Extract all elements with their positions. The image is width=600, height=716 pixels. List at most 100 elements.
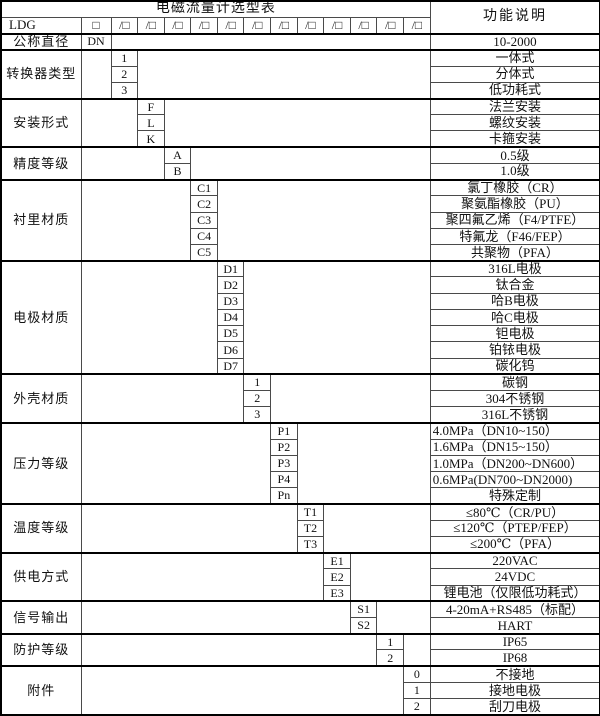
code-cell: D2 xyxy=(216,276,245,294)
filler-cell-left xyxy=(80,97,139,148)
filler-cell-left xyxy=(80,146,165,181)
description-cell: 特氟龙（F46/FEP） xyxy=(429,227,600,245)
description-cell: 螺纹安装 xyxy=(429,114,600,132)
filler-cell-left xyxy=(80,632,378,667)
model-box-slash: /□ xyxy=(216,16,245,35)
code-cell: 2 xyxy=(243,389,272,408)
code-cell: 0 xyxy=(403,665,431,683)
description-cell: 刮刀电极 xyxy=(429,698,600,716)
description-cell: 分体式 xyxy=(429,65,600,83)
category-label: 温度等级 xyxy=(0,502,82,554)
category-label: 外壳材质 xyxy=(0,373,82,424)
description-cell: 1.0MPa（DN200~DN600） xyxy=(429,454,600,473)
description-cell: 4-20mA+RS485（标配） xyxy=(429,600,600,619)
category-label: 附件 xyxy=(0,665,82,716)
description-cell: 锂电池（仅限低功耗式） xyxy=(429,584,600,602)
code-cell: Pn xyxy=(270,487,298,505)
code-cell: C4 xyxy=(190,227,218,245)
description-cell: IP68 xyxy=(429,649,600,667)
description-cell: 卡箍安装 xyxy=(429,130,600,148)
filler-cell-right xyxy=(349,551,431,602)
description-cell: 0.6MPa(DN700~DN2000) xyxy=(429,471,600,489)
code-cell: 3 xyxy=(243,406,272,424)
description-cell: 低功耗式 xyxy=(429,81,600,100)
filler-cell-left xyxy=(80,502,298,554)
description-cell: 316L电极 xyxy=(429,259,600,278)
description-cell: 不接地 xyxy=(429,665,600,683)
code-cell: C5 xyxy=(190,243,218,262)
model-box-slash: /□ xyxy=(296,16,325,35)
code-cell: P3 xyxy=(270,454,298,473)
category-label: 安装形式 xyxy=(0,97,82,148)
code-cell: B xyxy=(163,162,192,181)
description-cell: 碳化钨 xyxy=(429,357,600,375)
model-box-blank: □ xyxy=(80,16,112,35)
model-box-slash: /□ xyxy=(190,16,218,35)
model-box-slash: /□ xyxy=(403,16,431,35)
description-cell: HART xyxy=(429,616,600,635)
table-title: 电磁流量计选型表 xyxy=(0,0,431,18)
category-label: 信号输出 xyxy=(0,600,82,635)
filler-cell-left xyxy=(80,551,325,602)
code-cell: 2 xyxy=(376,649,405,667)
description-cell: 共聚物（PFA） xyxy=(429,243,600,262)
code-cell: S2 xyxy=(349,616,378,635)
category-label: 衬里材质 xyxy=(0,178,82,262)
description-cell: 特殊定制 xyxy=(429,487,600,505)
description-cell: 一体式 xyxy=(429,48,600,67)
description-cell: 聚四氟乙烯（F4/PTFE） xyxy=(429,211,600,229)
category-label: 精度等级 xyxy=(0,146,82,181)
filler-cell-right xyxy=(270,373,431,424)
description-cell: ≤120℃（PTEP/FEP） xyxy=(429,519,600,537)
filler-cell-right xyxy=(190,146,431,181)
filler-cell-right xyxy=(403,632,431,667)
category-label: 压力等级 xyxy=(0,421,82,505)
filler-cell-right xyxy=(110,32,431,51)
filler-cell-left xyxy=(80,259,218,375)
description-cell: 24VDC xyxy=(429,568,600,586)
description-cell: 哈B电极 xyxy=(429,292,600,310)
description-cell: 316L不锈钢 xyxy=(429,406,600,424)
code-cell: D6 xyxy=(216,341,245,359)
filler-cell-left xyxy=(80,373,245,424)
model-box-slash: /□ xyxy=(163,16,192,35)
filler-cell-right xyxy=(216,178,431,262)
filler-cell-right xyxy=(137,48,431,99)
code-cell: 2 xyxy=(110,65,139,83)
code-cell: C2 xyxy=(190,195,218,213)
description-cell: IP65 xyxy=(429,632,600,651)
category-label: 供电方式 xyxy=(0,551,82,602)
code-cell: 1 xyxy=(110,48,139,67)
description-cell: 法兰安装 xyxy=(429,97,600,116)
code-cell: P1 xyxy=(270,421,298,440)
code-cell: C3 xyxy=(190,211,218,229)
code-cell: L xyxy=(137,114,165,132)
description-cell: 1.6MPa（DN15~150） xyxy=(429,438,600,456)
code-cell: P4 xyxy=(270,471,298,489)
code-cell: 1 xyxy=(403,681,431,700)
model-box-slash: /□ xyxy=(270,16,298,35)
model-box-slash: /□ xyxy=(137,16,165,35)
code-cell: D4 xyxy=(216,308,245,327)
model-box-slash: /□ xyxy=(110,16,139,35)
code-cell: E3 xyxy=(323,584,351,602)
code-cell: 1 xyxy=(376,632,405,651)
code-cell: E1 xyxy=(323,551,351,570)
description-cell: 聚氨酯橡胶（PU） xyxy=(429,195,600,213)
model-prefix: LDG xyxy=(0,16,82,35)
category-label: 公称直径 xyxy=(0,32,82,51)
description-cell: 钛合金 xyxy=(429,276,600,294)
code-cell: D5 xyxy=(216,325,245,343)
description-cell: 铂铱电极 xyxy=(429,341,600,359)
code-cell: P2 xyxy=(270,438,298,456)
code-cell: C1 xyxy=(190,178,218,197)
description-cell: ≤200℃（PFA） xyxy=(429,535,600,554)
code-cell: F xyxy=(137,97,165,116)
filler-cell-right xyxy=(376,600,431,635)
filler-cell-left xyxy=(80,665,405,716)
model-box-slash: /□ xyxy=(376,16,405,35)
code-cell: K xyxy=(137,130,165,148)
model-box-slash: /□ xyxy=(323,16,351,35)
code-cell: 1 xyxy=(243,373,272,391)
